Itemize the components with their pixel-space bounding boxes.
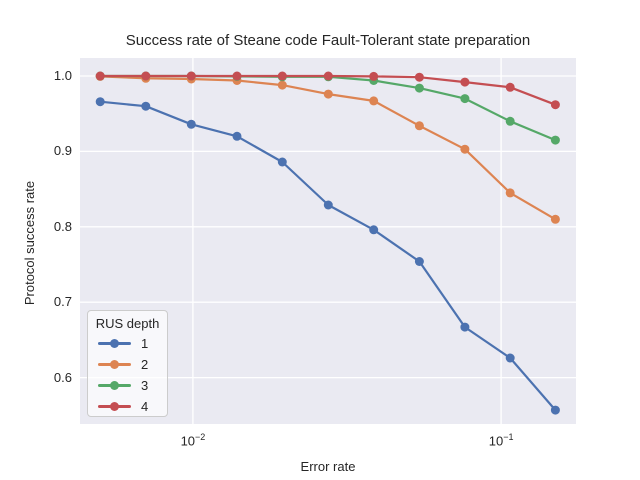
- data-point-depth-1: [369, 225, 379, 235]
- legend-items: 1 2 3 4: [88, 333, 167, 417]
- legend-item-label: 4: [141, 399, 149, 414]
- data-point-depth-1: [505, 353, 515, 363]
- data-point-depth-4: [186, 71, 196, 81]
- legend-line-marker-icon: [98, 402, 131, 411]
- data-point-depth-1: [141, 101, 151, 111]
- x-tick-label: 10−2: [180, 432, 206, 449]
- data-point-depth-2: [550, 214, 560, 224]
- data-point-depth-4: [369, 71, 379, 81]
- legend-item-label: 3: [141, 378, 149, 393]
- data-point-depth-1: [550, 405, 560, 415]
- legend-line-marker-icon: [98, 339, 131, 348]
- legend-item-label: 1: [141, 336, 149, 351]
- x-axis-title: Error rate: [300, 459, 356, 474]
- legend-line-marker-icon: [98, 360, 131, 369]
- data-point-depth-4: [550, 100, 560, 110]
- data-point-depth-4: [505, 82, 515, 92]
- data-point-depth-1: [460, 322, 470, 332]
- y-tick-label: 0.7: [53, 294, 72, 310]
- data-point-depth-4: [460, 77, 470, 87]
- data-point-depth-1: [186, 119, 196, 129]
- legend-line-marker-icon: [98, 381, 131, 390]
- data-point-depth-4: [277, 71, 287, 81]
- x-tick-label: 10−1: [488, 432, 514, 449]
- data-point-depth-4: [414, 72, 424, 82]
- data-point-depth-3: [460, 94, 470, 104]
- data-point-depth-1: [95, 97, 105, 107]
- data-point-depth-4: [232, 71, 242, 81]
- data-point-depth-3: [550, 135, 560, 145]
- legend-item-depth-4: 4: [88, 396, 167, 417]
- y-tick-label: 0.8: [53, 218, 72, 234]
- chart-title: Success rate of Steane code Fault-Tolera…: [125, 32, 531, 49]
- data-point-depth-2: [505, 188, 515, 198]
- y-tick-label: 0.9: [53, 143, 72, 159]
- data-point-depth-1: [323, 200, 333, 210]
- data-point-depth-1: [414, 257, 424, 266]
- data-point-depth-2: [323, 89, 333, 99]
- legend-item-depth-1: 1: [88, 333, 167, 354]
- legend-item-depth-3: 3: [88, 375, 167, 396]
- legend-item-label: 2: [141, 357, 149, 372]
- data-point-depth-1: [232, 131, 242, 141]
- data-point-depth-4: [323, 71, 333, 81]
- y-axis-title: Protocol success rate: [22, 180, 37, 306]
- y-tick-label: 0.6: [53, 369, 72, 385]
- data-point-depth-2: [369, 96, 379, 106]
- y-tick-label: 1.0: [53, 68, 72, 84]
- legend-item-depth-2: 2: [88, 354, 167, 375]
- legend: RUS depth 1 2 3 4: [87, 310, 168, 417]
- data-point-depth-2: [460, 144, 470, 154]
- data-point-depth-3: [414, 83, 424, 93]
- legend-title: RUS depth: [95, 316, 160, 331]
- data-point-depth-2: [277, 80, 287, 90]
- data-point-depth-3: [505, 116, 515, 126]
- data-point-depth-4: [141, 71, 151, 81]
- data-point-depth-2: [414, 121, 424, 131]
- data-point-depth-1: [277, 157, 287, 167]
- data-point-depth-4: [95, 71, 105, 81]
